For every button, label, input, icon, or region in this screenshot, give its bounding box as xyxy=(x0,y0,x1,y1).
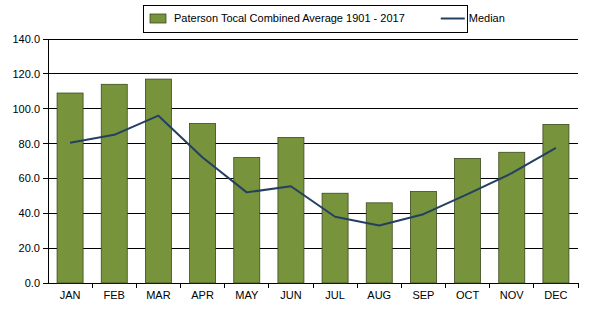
bar xyxy=(234,158,260,283)
tick-label: 40.0 xyxy=(19,207,40,219)
median-line xyxy=(70,116,556,226)
bar xyxy=(190,124,216,283)
legend-box xyxy=(144,6,468,33)
legend-label: Paterson Tocal Combined Average 1901 - 2… xyxy=(174,12,405,24)
legend-swatch xyxy=(441,18,465,20)
category-label: JUN xyxy=(280,289,301,301)
category-label: SEP xyxy=(412,289,434,301)
tick-mark xyxy=(43,283,48,284)
x-tick xyxy=(533,283,534,288)
tick-label: 120.0 xyxy=(12,68,40,80)
bar xyxy=(145,79,171,283)
x-tick xyxy=(578,283,579,288)
bar xyxy=(499,152,525,283)
legend-swatch xyxy=(150,14,166,23)
tick-mark xyxy=(43,73,48,74)
tick-mark xyxy=(43,108,48,109)
legend-label: Median xyxy=(469,12,505,24)
bar xyxy=(322,193,348,283)
x-tick xyxy=(313,283,314,288)
grid-line xyxy=(48,73,578,74)
tick-mark xyxy=(43,39,48,40)
category-label: JUL xyxy=(325,289,345,301)
category-label: MAR xyxy=(146,289,171,301)
tick-label: 20.0 xyxy=(19,242,40,254)
x-tick xyxy=(224,283,225,288)
tick-mark xyxy=(43,178,48,179)
grid-line xyxy=(48,39,578,40)
legend: Paterson Tocal Combined Average 1901 - 2… xyxy=(144,6,505,33)
category-label: MAY xyxy=(235,289,259,301)
bar xyxy=(101,84,127,283)
bar xyxy=(455,158,481,283)
tick-label: 60.0 xyxy=(19,172,40,184)
category-label: NOV xyxy=(500,289,525,301)
y-axis xyxy=(48,39,49,283)
bar xyxy=(410,192,436,284)
x-tick xyxy=(92,283,93,288)
category-label: FEB xyxy=(104,289,125,301)
tick-label: 100.0 xyxy=(12,103,40,115)
x-tick xyxy=(357,283,358,288)
tick-label: 140.0 xyxy=(12,33,40,45)
tick-label: 0.0 xyxy=(25,277,40,289)
x-tick xyxy=(489,283,490,288)
tick-mark xyxy=(43,213,48,214)
x-tick xyxy=(180,283,181,288)
x-tick xyxy=(401,283,402,288)
tick-mark xyxy=(43,143,48,144)
category-label: AUG xyxy=(367,289,391,301)
category-label: DEC xyxy=(544,289,567,301)
x-tick xyxy=(136,283,137,288)
x-tick xyxy=(268,283,269,288)
bar xyxy=(57,93,83,283)
category-label: APR xyxy=(191,289,214,301)
x-tick xyxy=(445,283,446,288)
category-label: OCT xyxy=(456,289,480,301)
bar xyxy=(278,137,304,283)
chart: 0.0 20.0 40.0 60.0 80.0 100.0 120.0 140.0 JAN FEB… xyxy=(0,0,591,313)
tick-mark xyxy=(43,248,48,249)
tick-label: 80.0 xyxy=(19,138,40,150)
bar xyxy=(366,203,392,283)
category-label: JAN xyxy=(60,289,81,301)
